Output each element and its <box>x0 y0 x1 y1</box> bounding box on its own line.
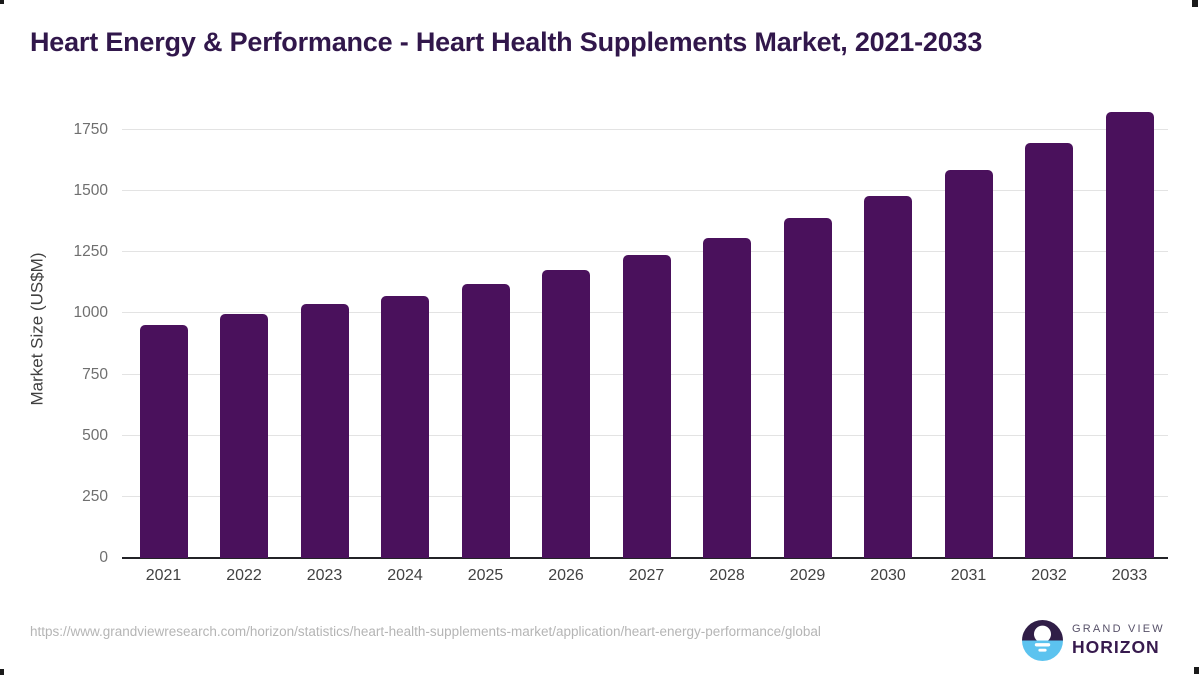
bar-2026 <box>542 269 590 558</box>
x-tick-label-2033: 2033 <box>1111 567 1148 584</box>
source-url-text: https://www.grandviewresearch.com/horizo… <box>30 624 821 639</box>
y-tick-label-0: 0 <box>99 549 108 566</box>
gridline-1500 <box>122 190 1168 192</box>
x-axis-line <box>122 557 1168 559</box>
grand-view-horizon-logo: GRAND VIEW HORIZON <box>1022 620 1165 661</box>
bar-2025 <box>461 283 510 558</box>
bar-2024 <box>381 295 429 558</box>
horizon-sun-logo-icon <box>1022 620 1063 661</box>
y-tick-label-1250: 1250 <box>73 243 108 261</box>
bar-2022 <box>220 313 268 558</box>
y-axis-tick-labels: 0 250 500 750 1000 1250 1500 1750 <box>40 100 108 566</box>
x-tick-label-2025: 2025 <box>467 567 504 584</box>
y-tick-label-500: 500 <box>82 426 108 444</box>
bar-2029 <box>783 217 832 558</box>
bar-2021 <box>139 325 188 558</box>
corner-mark-bottom-left <box>0 669 4 675</box>
x-tick-label-2027: 2027 <box>628 567 665 584</box>
y-tick-label-250: 250 <box>82 487 108 505</box>
logo-text: GRAND VIEW HORIZON <box>1072 623 1165 658</box>
x-tick-label-2026: 2026 <box>548 567 584 584</box>
y-tick-label-750: 750 <box>82 365 108 383</box>
plot-area <box>122 100 1168 559</box>
bar-2031 <box>944 170 993 558</box>
y-tick-label-1000: 1000 <box>73 304 108 322</box>
corner-mark-bottom-right <box>1194 667 1199 674</box>
corner-mark-top-left <box>0 0 4 4</box>
x-tick-label-2030: 2030 <box>870 567 906 584</box>
logo-brand-bottom: HORIZON <box>1072 637 1160 657</box>
bar-2030 <box>864 196 912 558</box>
x-axis-tick-labels: 2021 2022 2023 2024 2025 2026 2027 2028 2029 2030… <box>122 567 1168 591</box>
x-tick-label-2024: 2024 <box>387 567 423 584</box>
bar-2027 <box>622 254 671 558</box>
x-tick-label-2021: 2021 <box>145 567 182 584</box>
y-tick-label-1500: 1500 <box>73 182 108 200</box>
bar-2033 <box>1105 112 1154 558</box>
logo-brand-top: GRAND VIEW <box>1072 623 1165 635</box>
bar-2028 <box>703 237 751 558</box>
x-tick-label-2031: 2031 <box>950 567 987 584</box>
x-tick-label-2029: 2029 <box>789 567 826 584</box>
x-tick-label-2032: 2032 <box>1031 567 1067 584</box>
bar-2023 <box>300 303 349 558</box>
x-tick-label-2023: 2023 <box>306 567 343 584</box>
x-tick-label-2028: 2028 <box>709 567 745 584</box>
bar-2032 <box>1025 143 1073 558</box>
gridline-1750 <box>122 129 1168 131</box>
page-title: Heart Energy & Performance - Heart Healt… <box>30 27 983 57</box>
gridline-1250 <box>122 251 1168 253</box>
x-tick-label-2022: 2022 <box>226 567 262 584</box>
corner-mark-top-right <box>1192 0 1198 7</box>
y-tick-label-1750: 1750 <box>73 121 108 139</box>
